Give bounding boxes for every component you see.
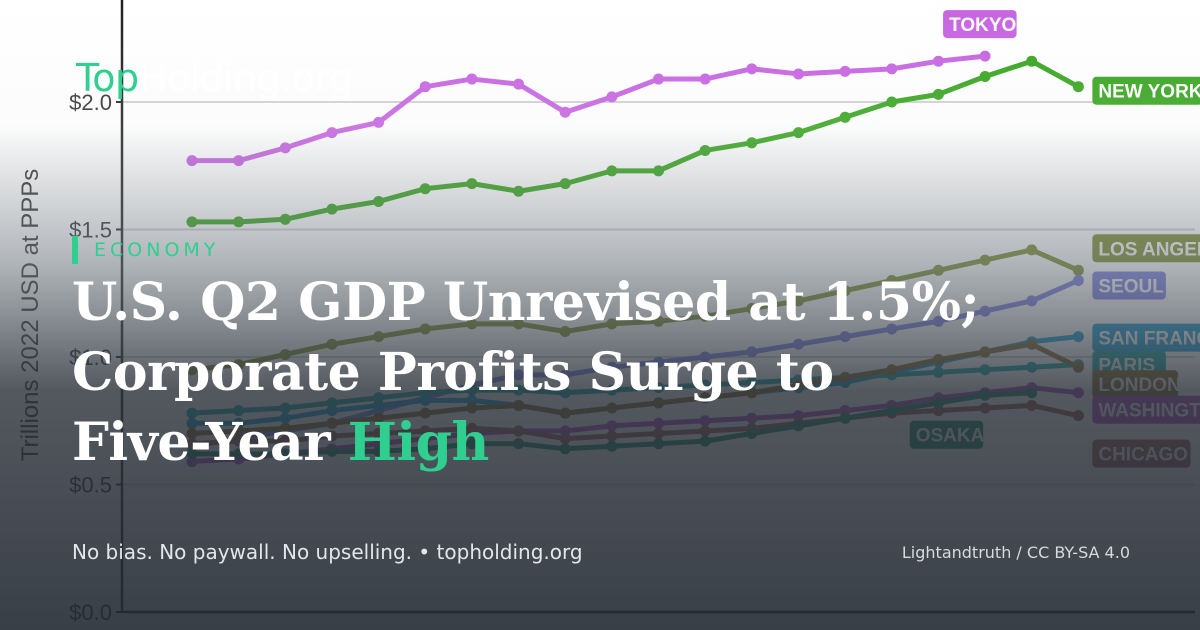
data-point-new-york [653, 165, 664, 177]
data-point-new-york [606, 165, 618, 177]
data-point-tokyo [979, 50, 991, 62]
data-point-new-york [932, 88, 944, 100]
section-kicker: ECONOMY [72, 236, 219, 264]
data-point-tokyo [932, 55, 944, 67]
data-point-new-york [886, 96, 898, 108]
data-point-new-york [513, 185, 525, 197]
data-point-tokyo [419, 81, 431, 93]
data-point-tokyo [233, 155, 245, 167]
series-label-los-angeles: LOS ANGELES [1098, 239, 1200, 260]
data-point-tokyo [699, 73, 711, 85]
data-point-new-york [559, 178, 571, 190]
y-axis-label: Trillions 2022 USD at PPPs [17, 169, 44, 462]
data-point-new-york [979, 71, 991, 82]
series-label-tokyo: TOKYO [949, 15, 1016, 36]
series-label-new-york: NEW YORK [1098, 82, 1200, 103]
data-point-los-angeles [1026, 244, 1038, 256]
image-credit: Lightandtruth / CC BY-SA 4.0 [901, 543, 1130, 562]
data-point-tokyo [886, 63, 898, 75]
data-point-new-york [233, 216, 245, 228]
data-point-new-york [839, 111, 851, 123]
brand-logo[interactable]: TopHolding.org [76, 56, 353, 100]
data-point-tokyo [186, 155, 198, 167]
data-point-new-york [373, 195, 385, 207]
y-tick-label: $0.0 [69, 600, 112, 625]
data-point-new-york [1026, 55, 1038, 67]
data-point-tokyo [559, 106, 571, 118]
data-point-new-york [699, 144, 711, 156]
data-point-new-york [326, 203, 338, 215]
brand-logo-part2: Holding.org [138, 56, 354, 100]
headline-line2: Corporate Profits Surge to [72, 342, 834, 403]
data-point-new-york [792, 127, 804, 139]
data-point-tokyo [513, 78, 525, 90]
data-point-tokyo [839, 65, 851, 77]
data-point-los-angeles [979, 254, 991, 266]
data-point-new-york [746, 137, 758, 149]
data-point-tokyo [279, 142, 291, 154]
headline-line1: U.S. Q2 GDP Unrevised at 1.5%; [72, 272, 980, 333]
headline-line3-plain: Five-Year [72, 412, 331, 473]
kicker-label: ECONOMY [94, 239, 220, 261]
data-point-new-york [419, 183, 431, 195]
brand-logo-part1: Top [76, 56, 139, 100]
data-point-new-york [1072, 81, 1084, 93]
headline: U.S. Q2 GDP Unrevised at 1.5%; Corporate… [72, 268, 1152, 478]
data-point-new-york [466, 178, 478, 190]
data-point-tokyo [373, 116, 385, 128]
headline-highlight: High [347, 412, 490, 473]
data-point-tokyo [792, 68, 804, 80]
kicker-accent-bar [72, 236, 78, 264]
data-point-tokyo [746, 63, 758, 75]
data-point-new-york [186, 216, 198, 228]
data-point-new-york [279, 213, 291, 225]
data-point-tokyo [326, 127, 338, 139]
data-point-tokyo [653, 73, 664, 85]
data-point-tokyo [466, 73, 478, 85]
tagline: No bias. No paywall. No upselling. • top… [72, 540, 583, 564]
data-point-tokyo [606, 91, 618, 103]
